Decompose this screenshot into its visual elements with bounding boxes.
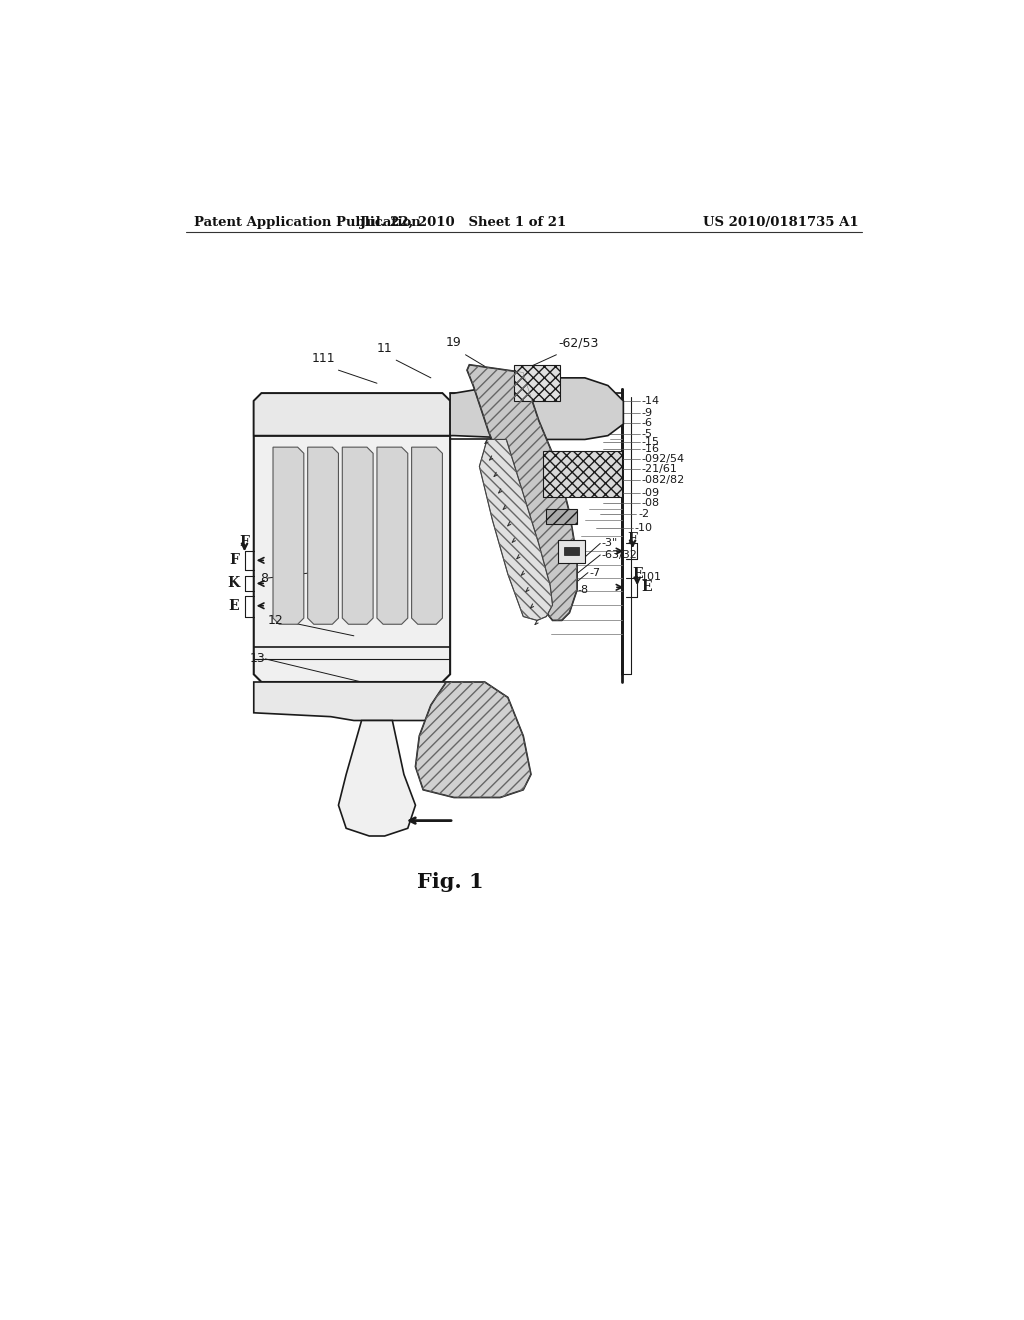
Text: -5: -5 [642,429,653,440]
Text: E: E [641,581,651,594]
Text: -15: -15 [642,437,659,446]
Polygon shape [547,508,578,524]
Text: -21/61: -21/61 [642,463,678,474]
Text: 8: 8 [260,572,268,585]
Polygon shape [273,447,304,624]
Text: -6: -6 [642,417,653,428]
Text: 101: 101 [641,572,663,582]
Polygon shape [307,447,339,624]
Text: -092/54: -092/54 [642,454,685,463]
Polygon shape [416,682,531,797]
Polygon shape [342,447,373,624]
Text: -8: -8 [578,585,588,594]
Polygon shape [254,393,451,436]
Polygon shape [558,540,585,562]
Text: -3": -3" [602,539,618,548]
Text: K: K [227,577,240,590]
Text: -7: -7 [590,568,601,578]
Text: US 2010/0181735 A1: US 2010/0181735 A1 [702,216,858,230]
Text: F: F [228,553,239,568]
Text: -63/32: -63/32 [602,550,638,560]
Text: -09: -09 [642,488,659,499]
Text: 12: 12 [267,614,284,627]
Polygon shape [412,447,442,624]
Text: -082/82: -082/82 [642,475,685,486]
Text: -16: -16 [642,445,659,454]
Polygon shape [377,447,408,624]
Text: -14: -14 [642,396,659,407]
Polygon shape [479,440,553,620]
Polygon shape [564,548,580,554]
Polygon shape [514,364,560,401]
Text: -62/53: -62/53 [558,337,598,350]
Text: 111: 111 [311,351,335,364]
Text: -10: -10 [635,523,653,533]
Text: F: F [628,532,638,545]
Text: F: F [240,535,250,549]
Polygon shape [543,451,622,498]
Polygon shape [339,721,416,836]
Text: -08: -08 [642,499,659,508]
Polygon shape [254,682,451,721]
Text: 19: 19 [446,337,462,350]
Text: -9: -9 [642,408,653,417]
Polygon shape [467,364,578,620]
Polygon shape [451,378,624,440]
Text: Jul. 22, 2010   Sheet 1 of 21: Jul. 22, 2010 Sheet 1 of 21 [360,216,566,230]
Text: 11: 11 [377,342,392,355]
Text: Fig. 1: Fig. 1 [417,873,483,892]
Text: E: E [632,568,642,581]
Text: -2: -2 [639,510,650,519]
Text: E: E [228,599,239,612]
Text: Patent Application Publication: Patent Application Publication [194,216,421,230]
Text: 13: 13 [250,652,265,665]
Polygon shape [254,393,451,682]
